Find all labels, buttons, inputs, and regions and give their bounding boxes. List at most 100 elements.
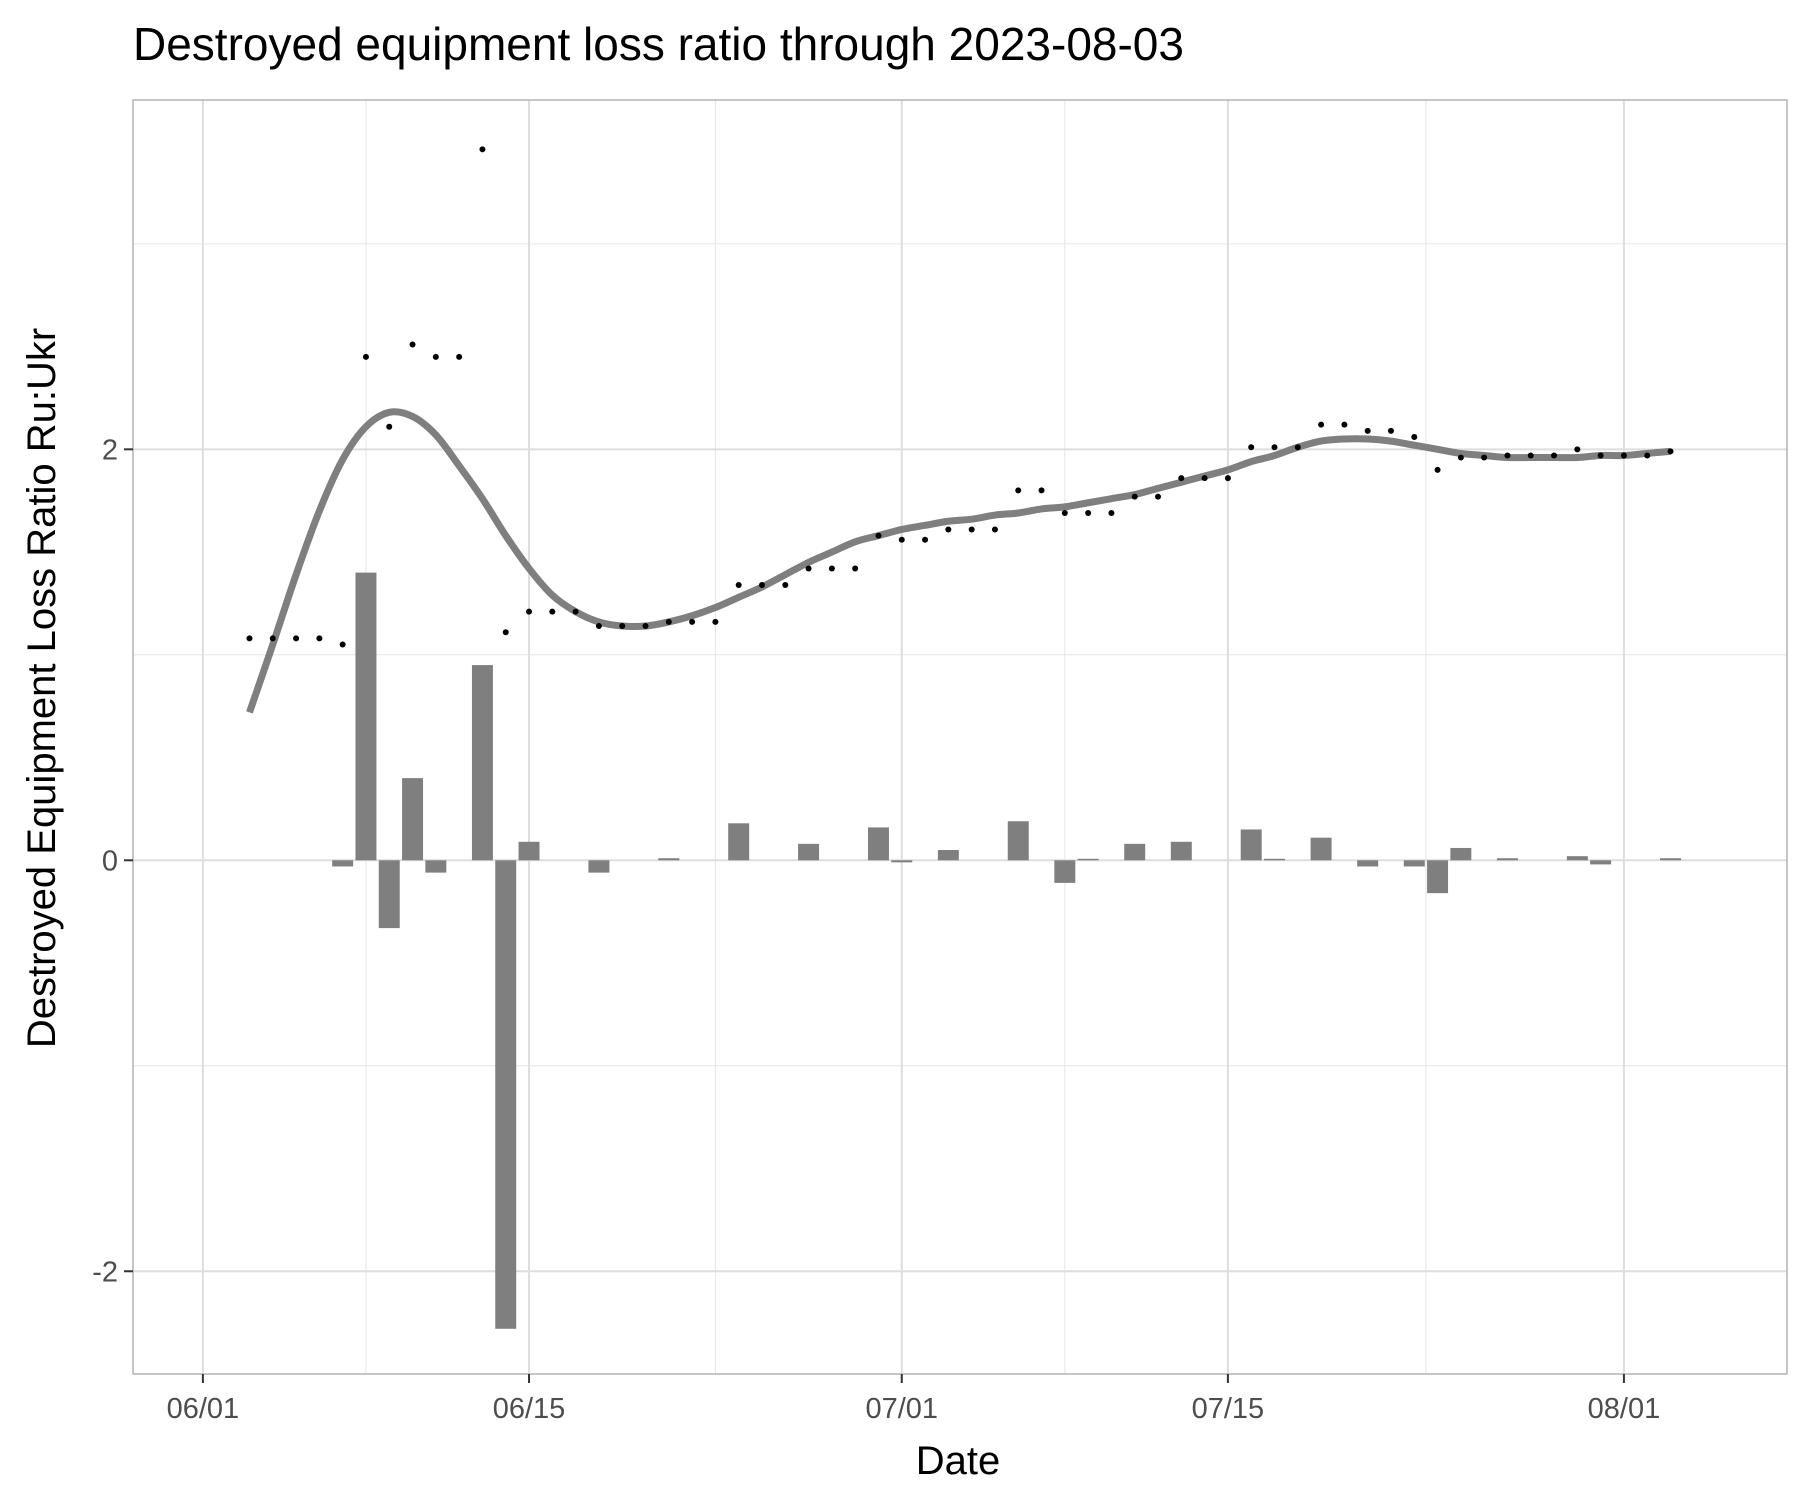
daily-change-bars — [332, 572, 1682, 1329]
bar — [1264, 858, 1285, 861]
ratio-point — [1364, 427, 1371, 434]
bar — [402, 778, 424, 861]
ratio-point — [1248, 444, 1255, 451]
ratio-point — [1271, 444, 1278, 451]
bar — [728, 823, 750, 861]
ratio-point — [1108, 510, 1115, 517]
x-axis: 06/01 06/15 07/01 07/15 08/01 — [167, 1374, 1661, 1425]
x-tick-label: 06/01 — [167, 1393, 240, 1425]
bar — [1007, 821, 1029, 861]
ratio-point — [1527, 452, 1534, 459]
ratio-point — [386, 423, 393, 430]
ratio-point — [1085, 510, 1092, 517]
ratio-point — [1411, 433, 1418, 440]
x-tick-label: 07/01 — [865, 1393, 938, 1425]
ratio-point — [1644, 452, 1651, 459]
y-tick-label: -2 — [92, 1256, 118, 1288]
x-tick-label: 06/15 — [493, 1393, 566, 1425]
x-tick-label: 08/01 — [1588, 1393, 1661, 1425]
plot-panel — [132, 99, 1788, 1375]
ratio-point — [1667, 448, 1674, 455]
bar — [1450, 847, 1472, 861]
ratio-point — [1131, 493, 1138, 500]
y-axis-title: Destroyed Equipment Loss Ratio Ru:Ukr — [20, 328, 64, 1048]
ratio-point — [1341, 421, 1348, 428]
ratio-point — [1201, 475, 1208, 482]
bar — [332, 860, 354, 867]
bar — [425, 860, 447, 873]
ratio-point — [526, 608, 533, 615]
ratio-point — [1597, 452, 1604, 459]
ratio-points — [246, 146, 1674, 648]
bar — [798, 843, 820, 861]
bar — [1054, 860, 1076, 883]
ratio-point — [1318, 421, 1325, 428]
bar — [937, 850, 959, 861]
ratio-point — [595, 623, 602, 630]
bar — [1310, 837, 1332, 861]
bar — [471, 665, 493, 861]
ratio-point — [409, 341, 416, 348]
ratio-point — [432, 353, 439, 360]
ratio-point — [316, 635, 323, 642]
ratio-point — [293, 635, 300, 642]
ratio-point — [642, 623, 649, 630]
bar — [1403, 860, 1425, 867]
bar — [867, 827, 889, 861]
ratio-point — [712, 618, 719, 625]
bar — [891, 860, 913, 863]
ratio-point — [1620, 452, 1627, 459]
gridlines — [133, 100, 1787, 1374]
ratio-point — [1481, 454, 1488, 461]
ratio-point — [945, 526, 952, 533]
bar — [1357, 860, 1379, 867]
chart-title: Destroyed equipment loss ratio through 2… — [133, 18, 1184, 70]
ratio-point — [828, 565, 835, 572]
ratio-point — [1294, 444, 1301, 451]
smooth-trend-line — [246, 408, 1671, 714]
ratio-point — [1387, 427, 1394, 434]
bar — [518, 841, 540, 861]
ratio-point — [246, 635, 253, 642]
bar — [1170, 841, 1192, 861]
ratio-point — [1574, 446, 1581, 453]
ratio-point — [572, 608, 579, 615]
x-axis-title: Date — [916, 1439, 1001, 1483]
bar — [1240, 829, 1262, 861]
bar — [1077, 858, 1099, 861]
bar — [1590, 860, 1612, 865]
bar — [658, 858, 680, 861]
ratio-point — [1504, 452, 1511, 459]
x-tick-label: 07/15 — [1192, 1393, 1265, 1425]
y-axis: -2 0 2 — [92, 434, 133, 1288]
ratio-point — [665, 618, 672, 625]
ratio-point — [782, 581, 789, 588]
ratio-point — [1457, 454, 1464, 461]
ratio-point — [1015, 487, 1022, 494]
ratio-point — [968, 526, 975, 533]
smoothed-trend — [246, 408, 1671, 714]
y-tick-label: 2 — [102, 434, 118, 466]
ratio-point — [1155, 493, 1162, 500]
ratio-point — [922, 536, 929, 543]
ratio-point — [758, 581, 765, 588]
bar — [355, 572, 377, 861]
ratio-point — [269, 635, 276, 642]
bar — [1124, 843, 1146, 861]
bar — [588, 860, 610, 873]
ratio-point — [456, 353, 463, 360]
ratio-point — [991, 526, 998, 533]
ratio-point — [1038, 487, 1045, 494]
ratio-point — [1224, 475, 1231, 482]
ratio-point — [479, 146, 486, 153]
ratio-point — [898, 536, 905, 543]
panel-border — [132, 99, 1788, 1375]
ratio-point — [1178, 475, 1185, 482]
ratio-point — [689, 618, 696, 625]
bar — [1660, 858, 1682, 861]
ratio-point — [502, 629, 509, 636]
bar — [1496, 858, 1518, 861]
ratio-point — [549, 608, 556, 615]
